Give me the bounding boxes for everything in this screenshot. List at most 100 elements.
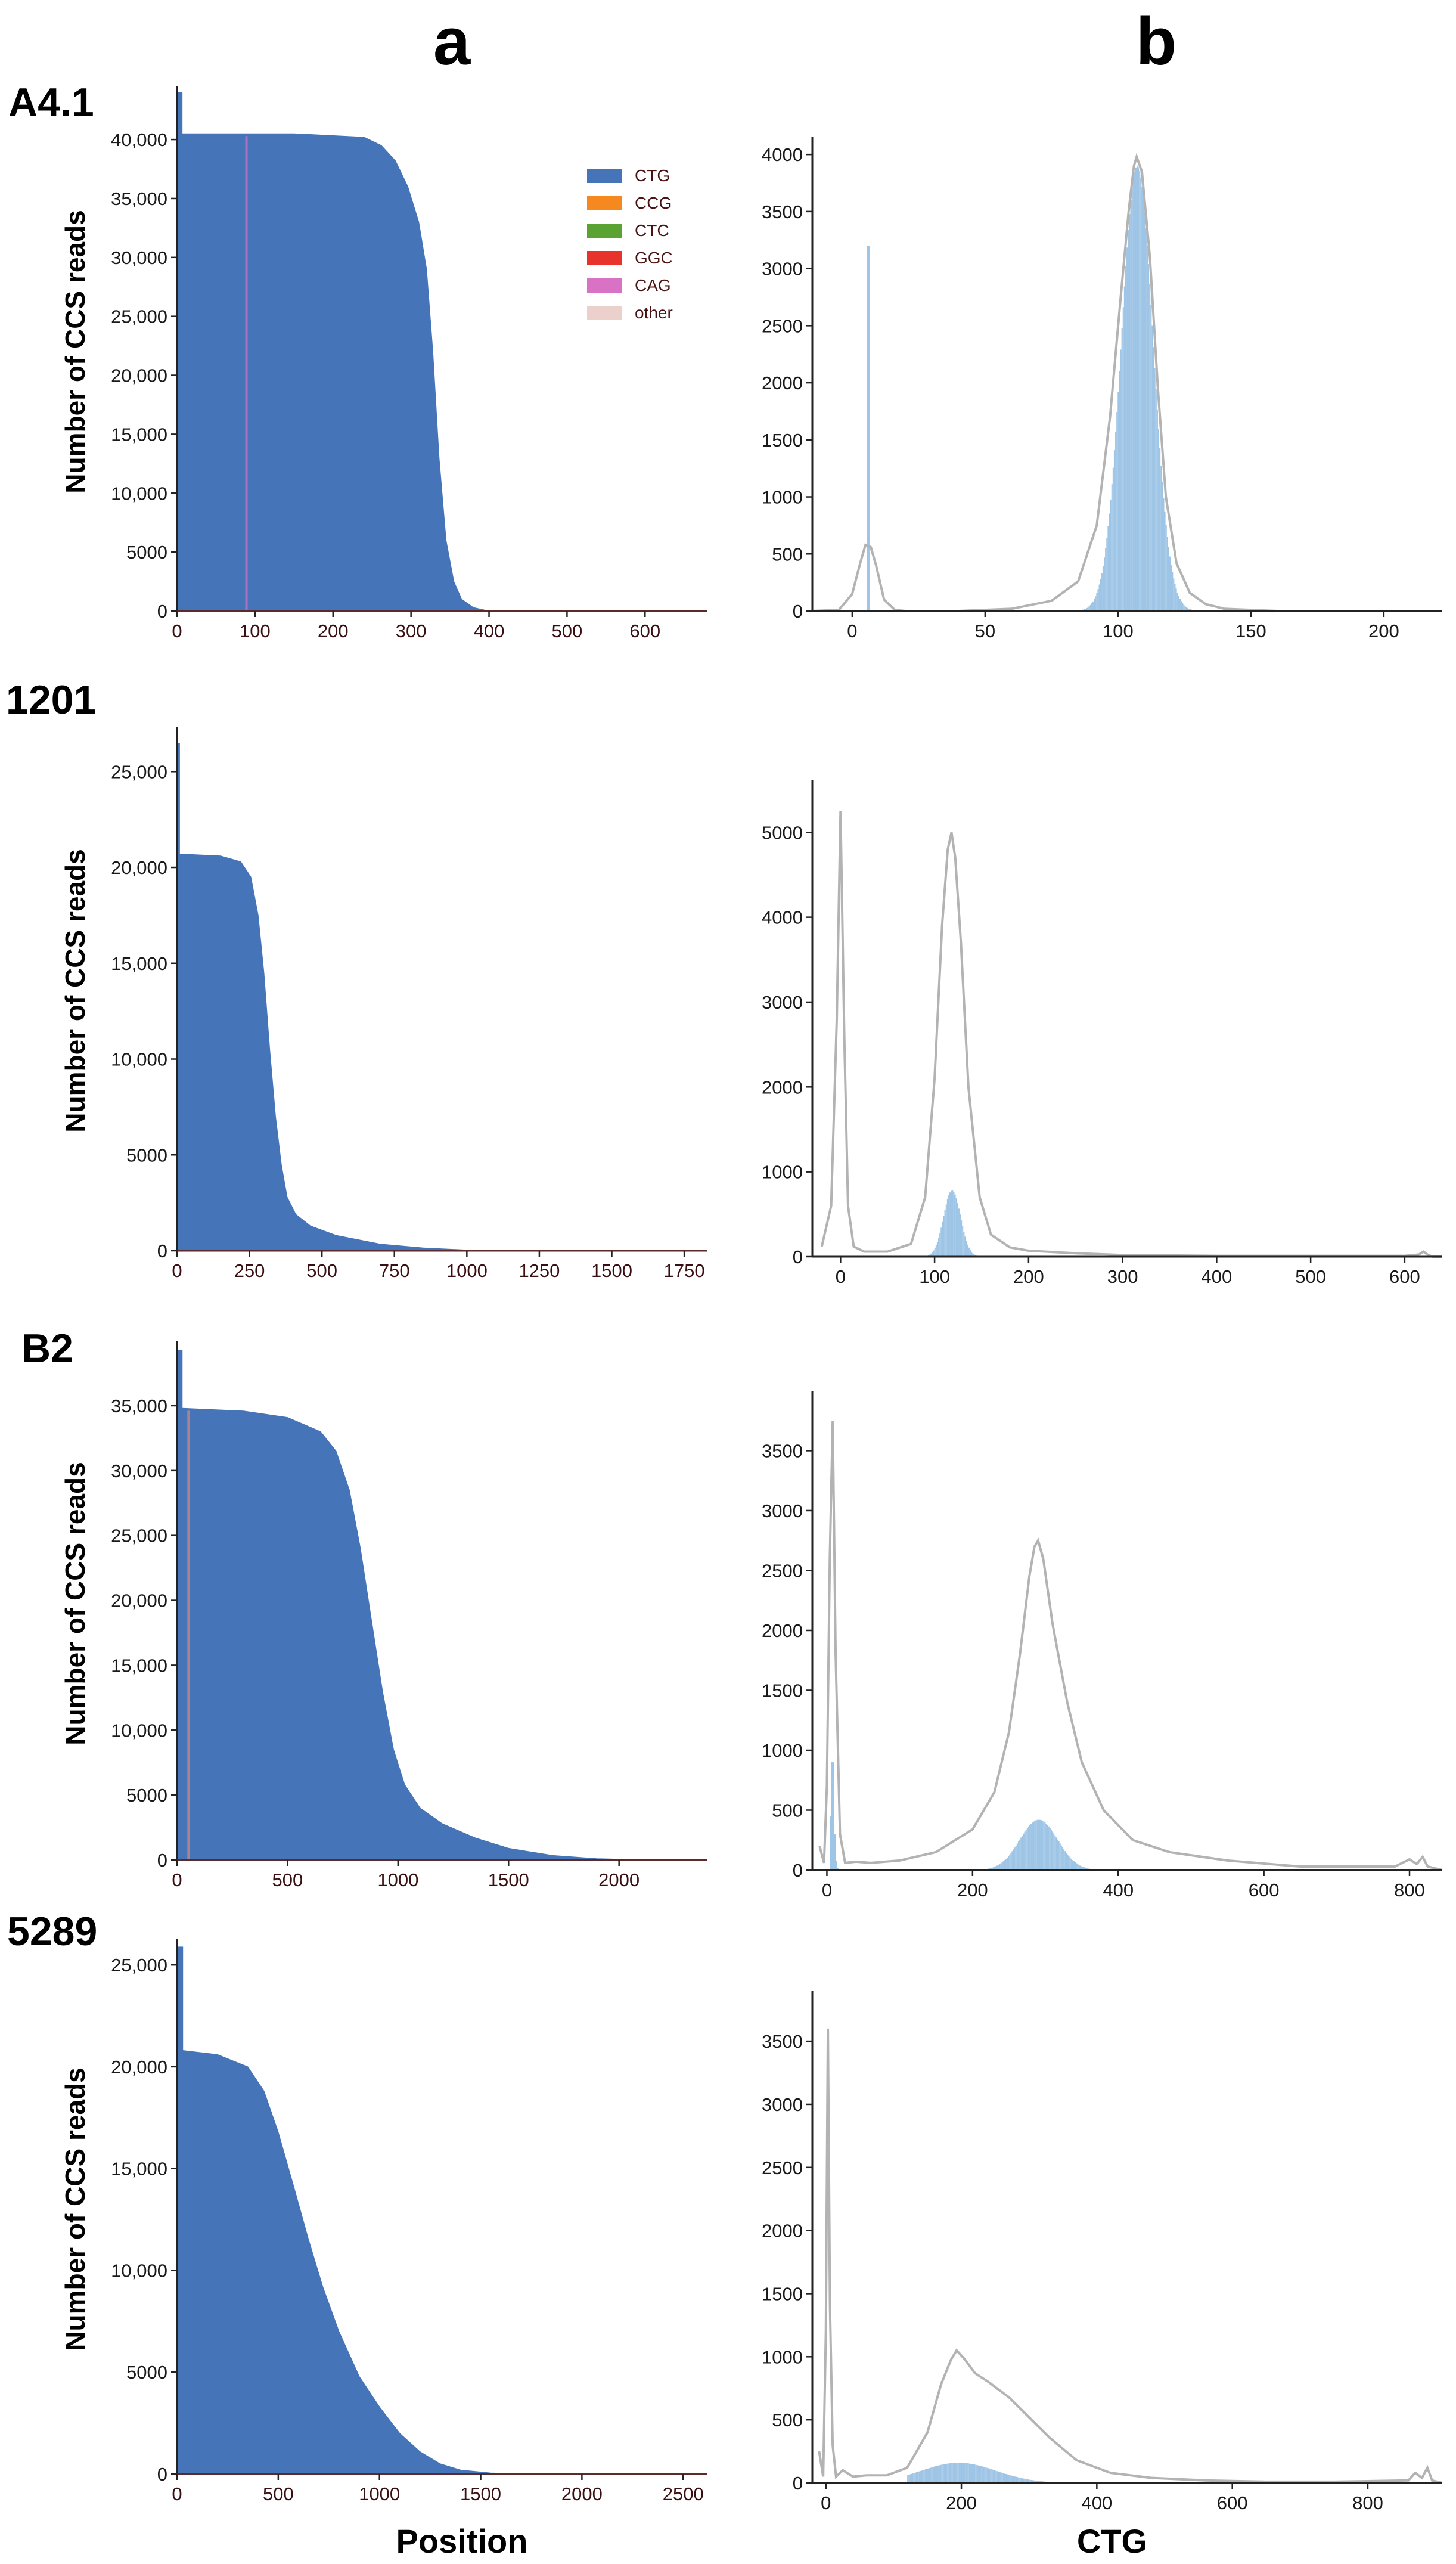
hist-bar (1188, 609, 1190, 611)
hist-bar (943, 2464, 945, 2483)
x-tick-label: 1500 (591, 1260, 632, 1281)
y-tick-label: 3500 (762, 2031, 803, 2052)
hist-bar (970, 1251, 973, 1257)
hist-bar (1004, 1860, 1005, 1870)
x-tick-label: 500 (306, 1260, 337, 1281)
hist-bar (977, 2465, 979, 2483)
hist-bar (1157, 429, 1160, 611)
hist-bar (1120, 349, 1122, 611)
hist-bar (1022, 1836, 1023, 1870)
hist-bar (1102, 565, 1104, 611)
hist-bar (974, 2464, 976, 2483)
y-tick-label: 3500 (762, 201, 803, 222)
hist-bar (1173, 578, 1175, 611)
x-tick-label: 300 (1107, 1266, 1138, 1287)
hist-bar (1105, 548, 1107, 611)
area-series-ctg (176, 2050, 708, 2475)
hist-bar (975, 2464, 977, 2483)
y-axis-title: Number of CCS reads (60, 210, 91, 493)
hist-bar (1109, 513, 1110, 611)
x-tick-label: 0 (822, 1880, 832, 1900)
hist-bar (1013, 2476, 1014, 2483)
hist-bar (951, 1190, 952, 1257)
hist-bar (1166, 537, 1168, 611)
y-tick-label: 25,000 (111, 761, 167, 782)
hist-bar (948, 1195, 950, 1257)
hist-bar (1156, 410, 1158, 611)
hist-bar (948, 2463, 950, 2483)
hist-bar (931, 2467, 933, 2483)
hist-bar (1030, 1824, 1032, 1870)
hist-bar (1032, 2480, 1033, 2483)
legend-swatch (587, 224, 622, 238)
hist-bar (1019, 2478, 1021, 2483)
x-tick-label: 800 (1352, 2492, 1383, 2513)
hist-bar (1129, 214, 1131, 611)
y-axis-title: Number of CCS reads (60, 1462, 91, 1745)
hist-bar (939, 1233, 941, 1257)
hist-bar (1148, 264, 1150, 612)
legend-swatch (587, 251, 622, 265)
hist-bar (967, 1244, 968, 1257)
panel-5289-ctg: 0 500 1000 1500 2000 2500 3000 3500 0 200 400 600 80… (762, 1991, 1443, 2513)
x-tick-label: 1750 (664, 1260, 705, 1281)
hist-bar (1002, 1861, 1004, 1870)
hist-bar (991, 2469, 993, 2483)
hist-bar (1125, 266, 1127, 611)
hist-bar (1033, 2480, 1035, 2483)
hist-bar (1143, 199, 1144, 611)
hist-bar (1175, 588, 1177, 611)
hist-bar (1083, 1867, 1085, 1870)
hist-bar (1087, 607, 1089, 611)
hist-bar (1064, 1851, 1066, 1870)
y-tick-label: 10,000 (111, 2260, 167, 2281)
y-tick-label: 3500 (762, 1440, 803, 1461)
hist-bar (940, 2464, 942, 2483)
hist-bar (1180, 601, 1182, 611)
hist-bar (966, 1241, 967, 1257)
hist-bar (1169, 556, 1171, 611)
y-axis-title: Number of CCS reads (60, 849, 91, 1132)
x-tick-label: 500 (263, 2484, 294, 2504)
hist-bar (1112, 467, 1114, 611)
hist-bar (1081, 1866, 1082, 1870)
x-tick-label: 1000 (446, 1260, 488, 1281)
hist-bar (1104, 557, 1106, 611)
hist-bar (1058, 1841, 1060, 1870)
x-tick-label: 500 (1295, 1266, 1326, 1287)
hist-bar (980, 2466, 982, 2483)
hist-bar (1138, 167, 1140, 611)
hist-bar (957, 2463, 959, 2483)
hist-bar (1144, 212, 1145, 611)
hist-bar (1176, 593, 1178, 611)
y-axis-title: Number of CCS reads (60, 2067, 91, 2351)
hist-bar (1089, 604, 1091, 611)
y-tick-label: 3000 (762, 1500, 803, 1521)
hist-bar (988, 2468, 989, 2483)
hist-bar (1034, 2480, 1036, 2483)
y-tick-label: 5000 (126, 2362, 167, 2383)
x-tick-label: 600 (629, 621, 660, 641)
hist-bar (1100, 579, 1101, 611)
x-tick-label: 1000 (377, 1869, 418, 1890)
hist-bar (969, 1250, 971, 1257)
hist-bar (1110, 499, 1112, 611)
hist-bar (963, 1232, 965, 1257)
hist-bar (1026, 1828, 1028, 1870)
hist-bar (921, 2470, 923, 2483)
x-axis-title-position: Position (396, 2522, 528, 2560)
hist-bar (1059, 1843, 1061, 1870)
column-label-b: b (1136, 4, 1176, 79)
x-tick-label: 2000 (598, 1869, 639, 1890)
hist-bar (1008, 2475, 1010, 2483)
hist-bar (1044, 1822, 1046, 1870)
hist-bar (1088, 606, 1090, 611)
y-tick-label: 40,000 (111, 129, 167, 150)
hist-bar (1039, 2481, 1041, 2483)
hist-bar (1029, 2479, 1031, 2483)
hist-bar (930, 1253, 932, 1257)
hist-bar (1034, 1821, 1036, 1870)
hist-bar (996, 2471, 998, 2483)
x-tick-label: 150 (1235, 621, 1266, 641)
hist-bar (1121, 328, 1123, 611)
